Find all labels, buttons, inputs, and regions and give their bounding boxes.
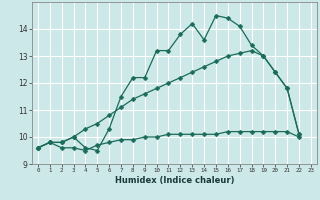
X-axis label: Humidex (Indice chaleur): Humidex (Indice chaleur) (115, 176, 234, 185)
